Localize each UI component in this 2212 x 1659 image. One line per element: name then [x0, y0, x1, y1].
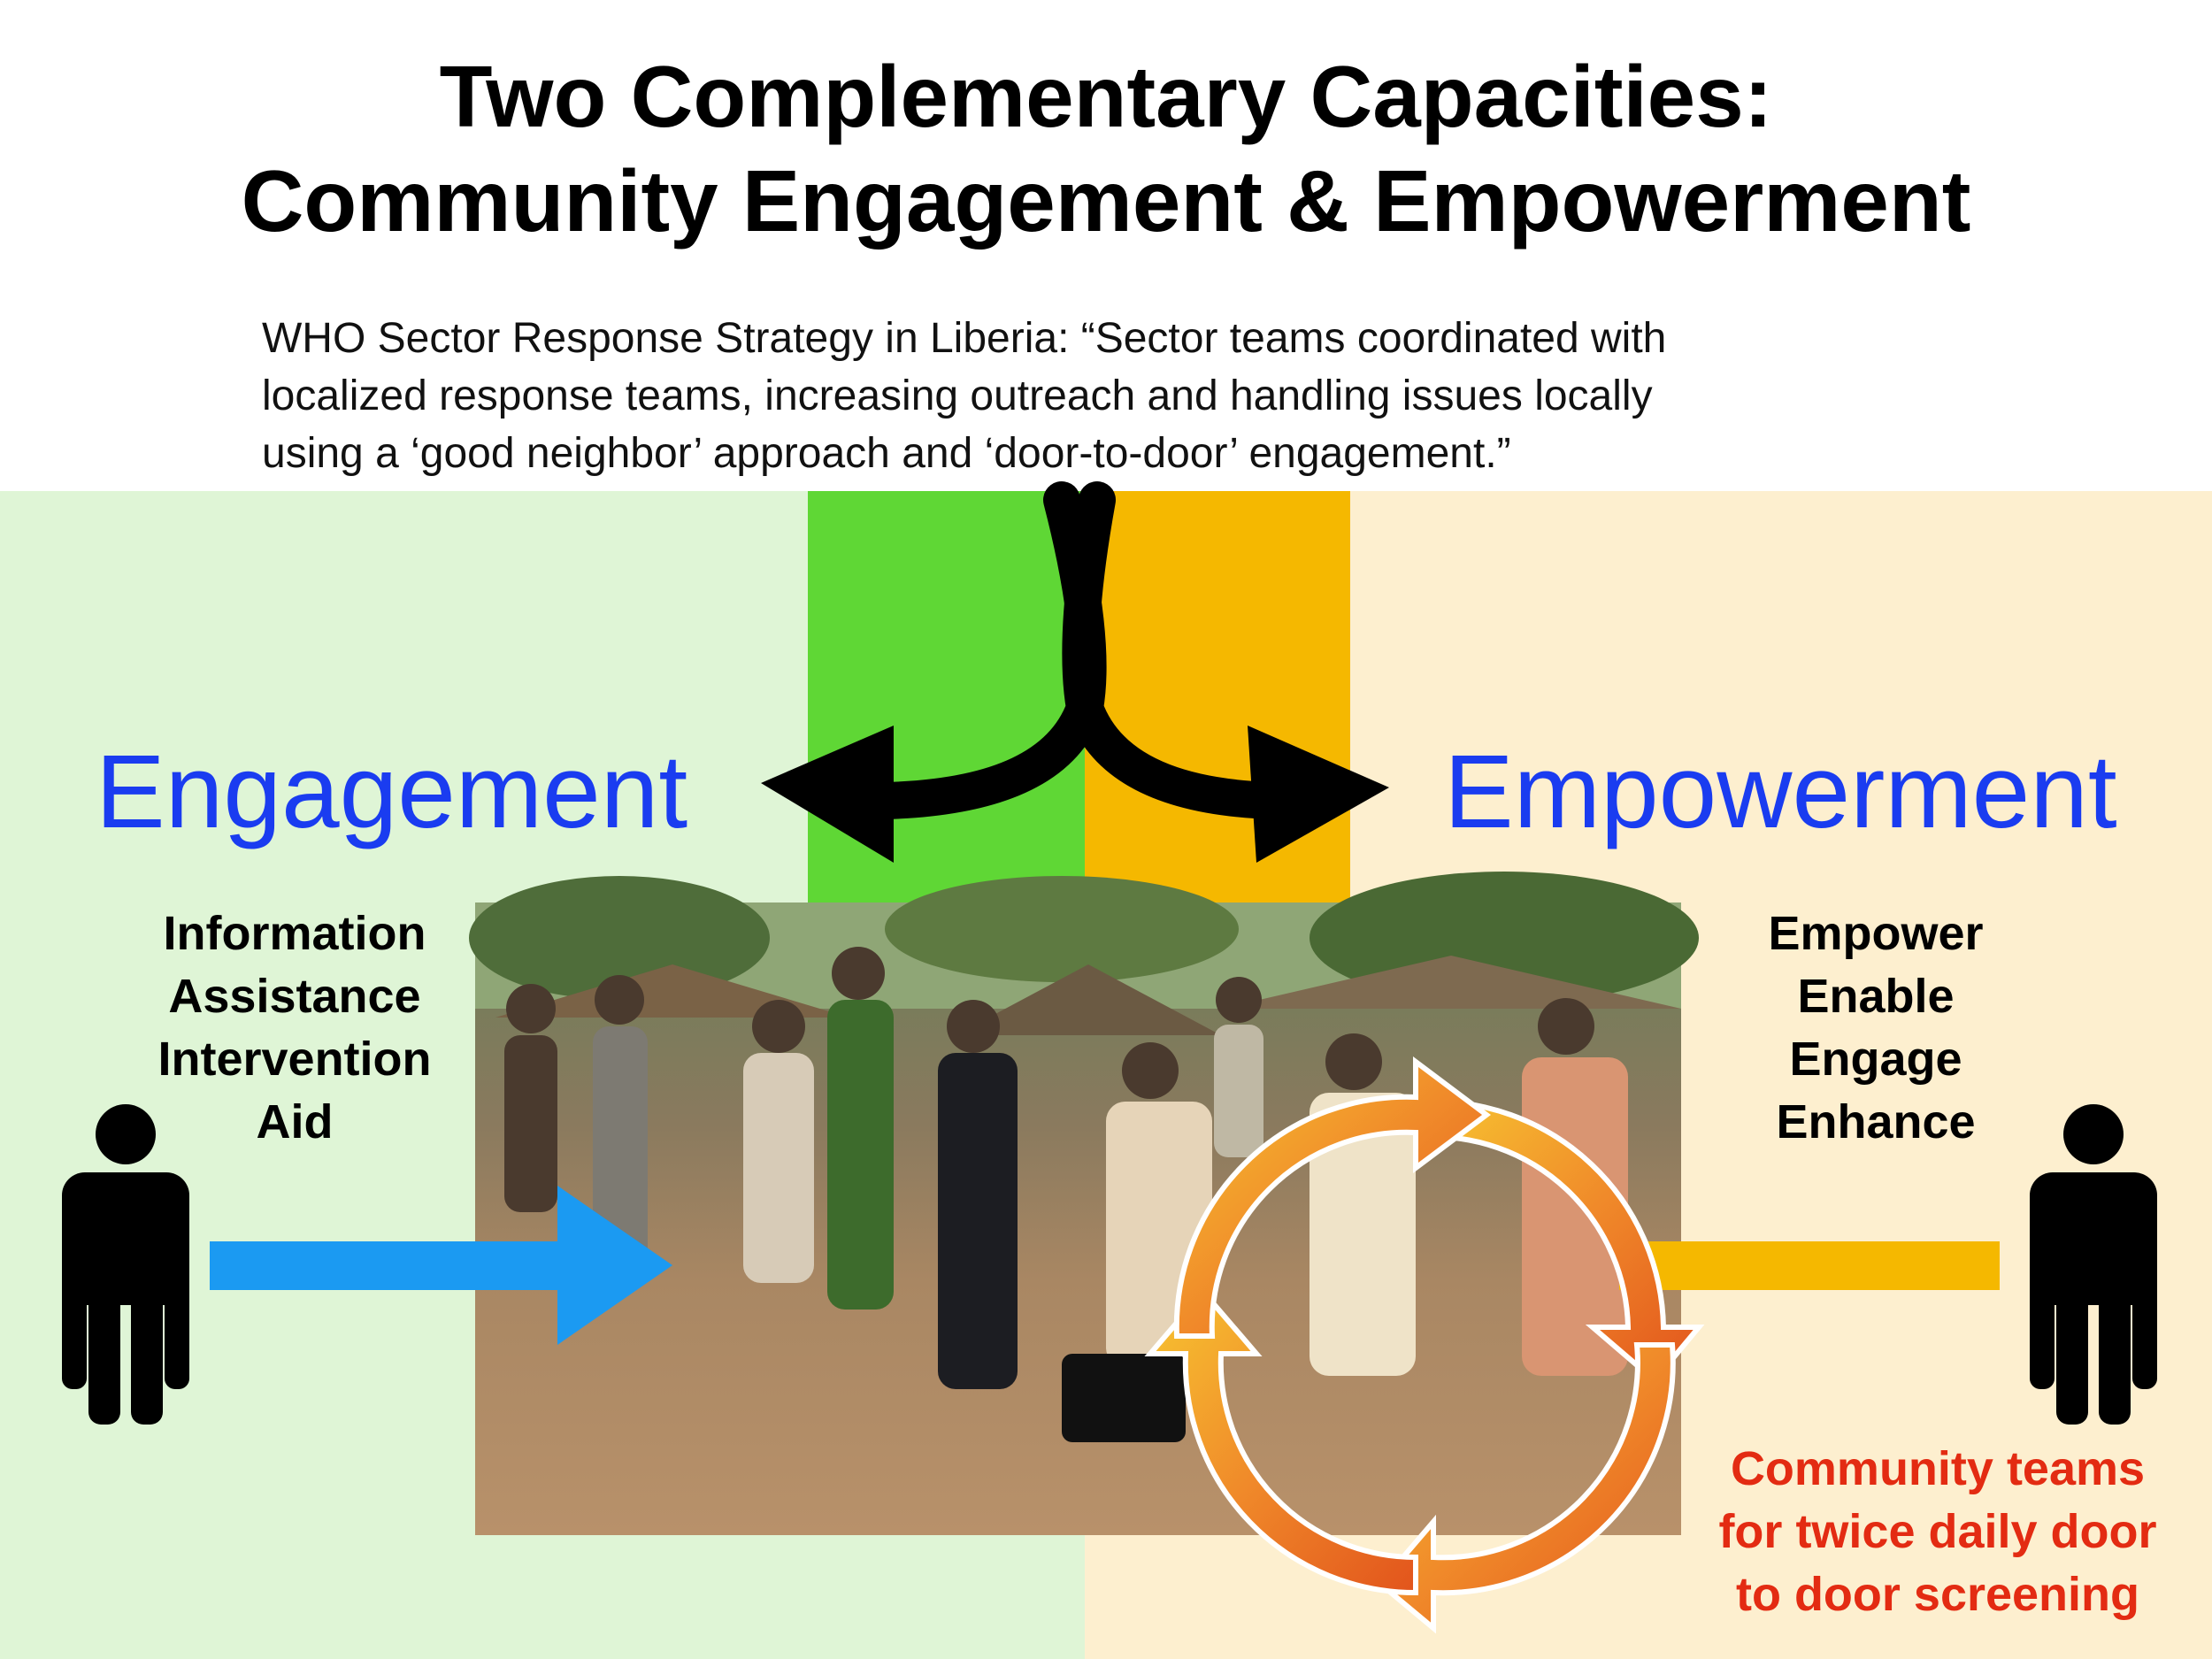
note-line-2: for twice daily door [1718, 1505, 2157, 1558]
list-item: Enable [1797, 970, 1955, 1023]
quote-line-2: localized response teams, increasing out… [262, 373, 1653, 419]
community-teams-note: Community teams for twice daily door to … [1663, 1438, 2212, 1626]
title-line-2: Community Engagement & Empowerment [241, 152, 1971, 250]
center-orange-band [1085, 491, 1350, 907]
curved-split-arrow-icon [866, 481, 1293, 819]
list-item: Assistance [168, 970, 421, 1023]
list-item: Empower [1768, 907, 1984, 960]
orange-connector-bar [1619, 1241, 2000, 1290]
quote-line-3: using a ‘good neighbor’ approach and ‘do… [262, 430, 1511, 477]
title-line-1: Two Complementary Capacities: [439, 48, 1773, 145]
strategy-quote: WHO Sector Response Strategy in Liberia:… [262, 310, 1943, 482]
list-item: Engage [1789, 1033, 1962, 1086]
right-arrow-icon [210, 1186, 672, 1345]
engagement-heading: Engagement [96, 733, 688, 850]
note-line-3: to door screening [1735, 1568, 2140, 1621]
community-photo [469, 872, 1699, 1535]
engagement-list: Information Assistance Intervention Aid [118, 902, 472, 1154]
page-title: Two Complementary Capacities: Community … [0, 44, 2212, 253]
quote-line-1: WHO Sector Response Strategy in Liberia:… [262, 315, 1667, 362]
empowerment-heading: Empowerment [1444, 733, 2117, 850]
right-arrowhead [1248, 726, 1389, 863]
cycle-arrows-icon [1144, 1056, 1705, 1634]
list-item: Information [163, 907, 426, 960]
list-item: Enhance [1776, 1095, 1976, 1148]
left-arrowhead [761, 726, 894, 863]
person-icon [2030, 1104, 2157, 1425]
note-line-1: Community teams [1730, 1442, 2146, 1495]
person-icon [62, 1104, 189, 1425]
empowerment-list: Empower Enable Engage Enhance [1699, 902, 2053, 1154]
list-item: Intervention [157, 1033, 432, 1086]
list-item: Aid [256, 1095, 334, 1148]
